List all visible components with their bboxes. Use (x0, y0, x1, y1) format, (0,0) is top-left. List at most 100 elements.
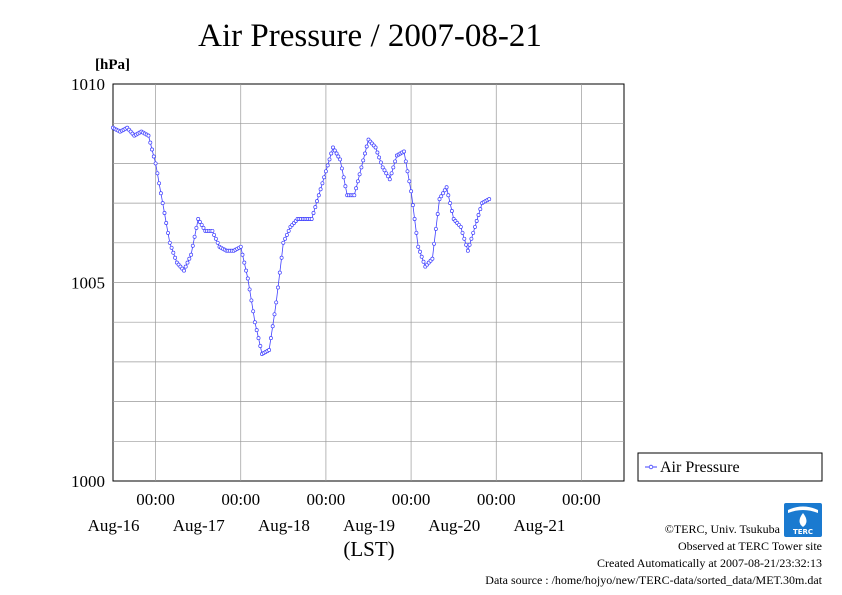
data-point (212, 232, 217, 237)
data-point (421, 259, 426, 264)
x-axis-ticks: 00:00 Aug-16 00:00 Aug-17 00:00 Aug-18 00:00 Au… (88, 490, 601, 535)
x-tick-time-label: 00:00 (392, 490, 431, 509)
data-point (329, 151, 334, 156)
data-point (286, 228, 291, 233)
data-point (166, 230, 170, 235)
y-axis-unit: [hPa] (95, 57, 130, 73)
x-tick-time-label: 00:00 (307, 490, 346, 509)
data-point (487, 197, 492, 202)
data-point (433, 226, 438, 231)
data-point (182, 268, 186, 273)
data-point (339, 166, 344, 171)
x-tick-date-label: Aug-16 (88, 516, 140, 535)
data-point (354, 186, 359, 191)
credit-created: Created Automatically at 2007-08-21/23:3… (597, 556, 822, 570)
data-point (160, 201, 165, 206)
data-point (389, 171, 394, 176)
data-point (403, 159, 408, 164)
data-point (448, 201, 453, 206)
data-point (213, 236, 218, 241)
data-point (336, 154, 341, 159)
data-point (439, 194, 444, 199)
data-point (325, 163, 330, 168)
data-point (151, 154, 156, 159)
data-point (281, 240, 286, 245)
data-point (251, 309, 256, 314)
data-point (441, 191, 445, 196)
data-point (359, 165, 364, 170)
data-point (173, 255, 178, 260)
y-tick-label: 1005 (71, 274, 105, 293)
data-point (153, 161, 158, 166)
legend: Air Pressure (637, 452, 823, 482)
data-point (311, 211, 316, 215)
data-point (361, 158, 366, 163)
data-point (279, 255, 284, 260)
data-point (410, 203, 415, 208)
data-point (155, 171, 160, 176)
data-point (272, 312, 277, 317)
data-point (194, 225, 199, 230)
data-point (355, 179, 360, 184)
data-point (283, 236, 288, 241)
data-point (338, 157, 343, 162)
data-point (474, 219, 479, 223)
data-point (414, 230, 419, 235)
data-point (323, 169, 328, 174)
data-point (476, 213, 481, 217)
data-point (460, 230, 465, 235)
x-axis-label: (LST) (343, 537, 394, 561)
data-point (458, 224, 463, 229)
data-point (473, 224, 477, 229)
data-point (373, 145, 378, 150)
data-point (315, 199, 319, 204)
data-point (258, 344, 263, 348)
data-point (164, 221, 169, 225)
data-point (377, 155, 382, 160)
credit-copyright: ©TERC, Univ. Tsukuba (665, 522, 781, 536)
x-tick-time-label: 00:00 (221, 490, 260, 509)
data-point (199, 222, 204, 227)
data-point (196, 217, 201, 221)
data-point (416, 244, 421, 249)
data-point (407, 179, 412, 184)
data-point (252, 320, 257, 325)
data-point (384, 171, 389, 176)
data-point (244, 268, 249, 273)
x-tick-date-label: Aug-19 (343, 516, 395, 535)
data-point (185, 260, 190, 265)
data-point (189, 252, 194, 257)
data-point (201, 225, 206, 230)
data-point (430, 256, 435, 261)
data-point (210, 228, 215, 233)
data-point (405, 169, 410, 174)
terc-logo: TERC (784, 503, 822, 537)
data-point (364, 144, 369, 149)
grid-lines (113, 84, 624, 481)
data-point (332, 148, 337, 153)
data-point (449, 209, 454, 213)
data-point (444, 185, 449, 190)
data-point (419, 254, 424, 259)
data-point (320, 181, 325, 186)
data-point (187, 256, 192, 261)
data-point (331, 145, 335, 150)
data-point (254, 328, 259, 333)
data-point (343, 184, 348, 189)
data-point (247, 287, 252, 292)
x-tick-date-label: Aug-17 (173, 516, 225, 535)
data-point (183, 264, 188, 269)
data-point (284, 232, 289, 237)
y-axis-ticks: 1010 1005 1000 (71, 75, 105, 491)
data-point (146, 133, 151, 138)
data-point (437, 197, 442, 202)
data-point (256, 336, 261, 341)
data-point (380, 165, 385, 170)
data-point (267, 348, 272, 352)
x-tick-time-label: 00:00 (477, 490, 516, 509)
data-point (162, 211, 167, 215)
data-point (341, 175, 346, 180)
data-point (446, 193, 451, 198)
legend-box (637, 452, 823, 482)
